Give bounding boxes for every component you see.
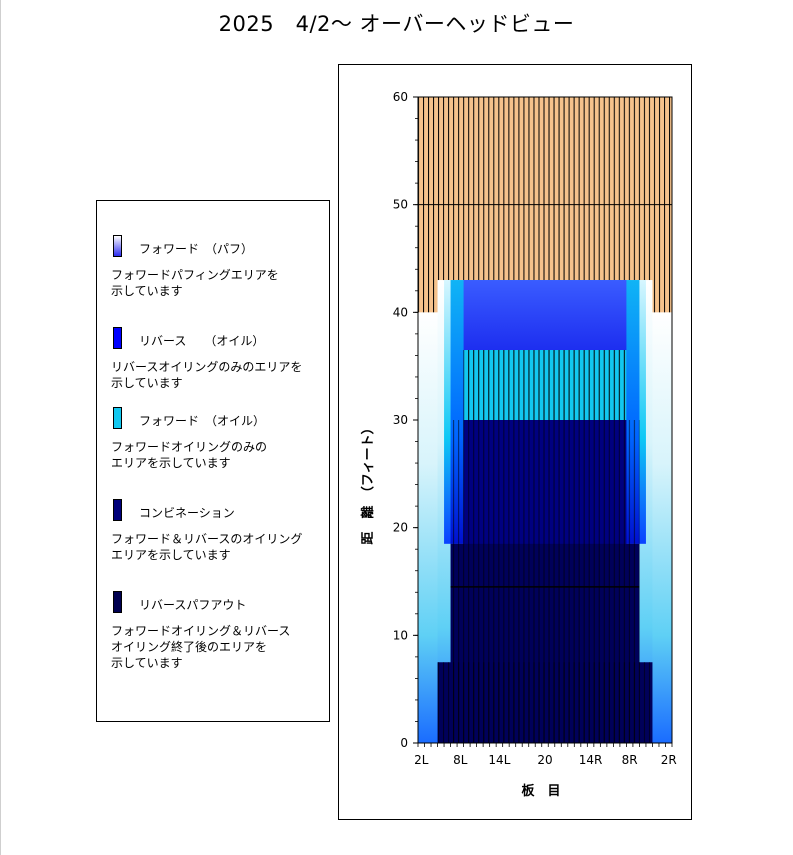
y-tick-label: 40 bbox=[393, 305, 408, 319]
legend-swatch bbox=[113, 499, 122, 521]
x-tick-label: 14R bbox=[579, 753, 603, 767]
legend-desc: フォワードオイリング＆リバース オイリング終了後のエリアを 示しています bbox=[111, 624, 291, 670]
legend-item-forward-puff: フォワード （パフ） フォワードパフィングエリアを 示しています bbox=[111, 235, 326, 299]
region-forward-oil-band bbox=[463, 350, 627, 420]
x-tick-label: 2R bbox=[661, 753, 677, 767]
x-tick-label: 2L bbox=[414, 753, 429, 767]
y-tick-label: 20 bbox=[393, 521, 408, 535]
legend-label: リバース （オイル） bbox=[139, 334, 265, 348]
y-tick-label: 0 bbox=[400, 736, 408, 750]
legend-desc: リバースオイリングのみのエリアを 示しています bbox=[111, 360, 303, 390]
legend-item-combination: コンビネーション フォワード＆リバースのオイリング エリアを示しています bbox=[111, 499, 326, 563]
legend-box: フォワード （パフ） フォワードパフィングエリアを 示しています リバース （オ… bbox=[96, 200, 330, 722]
x-tick-label: 20 bbox=[537, 753, 552, 767]
chart-title: 2025 4/2～ オーバーヘッドビュー bbox=[218, 12, 575, 36]
legend-label: フォワード （オイル） bbox=[139, 414, 266, 428]
x-tick-label: 8L bbox=[453, 753, 468, 767]
legend-desc: フォワードパフィングエリアを 示しています bbox=[111, 268, 279, 298]
legend-swatch bbox=[113, 327, 122, 349]
legend-desc: フォワード＆リバースのオイリング エリアを示しています bbox=[111, 532, 303, 562]
chart-frame: 0 10 20 30 40 50 60 2L 8L 14L 20 14R 8R 2R 距 離 （フィート）… bbox=[338, 64, 692, 820]
y-tick-label: 50 bbox=[393, 198, 408, 212]
legend-desc: フォワードオイリングのみの エリアを示しています bbox=[111, 440, 268, 470]
x-tick-label: 8R bbox=[622, 753, 638, 767]
y-tick-label: 60 bbox=[393, 90, 408, 104]
legend-item-reverse-oil: リバース （オイル） リバースオイリングのみのエリアを 示しています bbox=[111, 327, 326, 391]
legend-swatch bbox=[113, 591, 122, 613]
legend-item-reverse-puffout: リバースパフアウト フォワードオイリング＆リバース オイリング終了後のエリアを … bbox=[111, 591, 326, 671]
y-axis-label: 距 離 （フィート） bbox=[360, 421, 376, 544]
legend-label: フォワード （パフ） bbox=[139, 242, 254, 256]
legend-swatch bbox=[113, 407, 122, 429]
x-axis-label: 板 目 bbox=[521, 783, 560, 799]
x-tick-label: 14L bbox=[488, 753, 510, 767]
board-stripes-low bbox=[437, 662, 653, 743]
page-edge bbox=[0, 0, 1, 855]
plot-area bbox=[418, 97, 672, 743]
lane-chart: 0 10 20 30 40 50 60 2L 8L 14L 20 14R 8R 2R 距 離 （フィート）… bbox=[360, 90, 677, 799]
y-tick-label: 30 bbox=[393, 413, 408, 427]
legend-swatch bbox=[113, 235, 122, 257]
legend-label: リバースパフアウト bbox=[139, 598, 247, 612]
legend-label: コンビネーション bbox=[139, 506, 235, 520]
axes: 0 10 20 30 40 50 60 2L 8L 14L 20 14R 8R 2R bbox=[393, 90, 677, 767]
legend-item-forward-oil: フォワード （オイル） フォワードオイリングのみの エリアを示しています bbox=[111, 407, 326, 471]
y-tick-label: 10 bbox=[393, 628, 408, 642]
